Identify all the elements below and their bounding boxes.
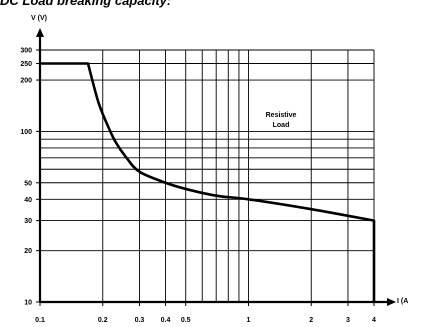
y-axis-label: V (V)	[31, 15, 47, 22]
x-axis-label: I (A	[397, 298, 408, 305]
annotation-line-1: Resistive	[266, 112, 297, 119]
series-line	[40, 62, 376, 302]
axes	[36, 28, 396, 306]
y-tick-label: 50	[24, 180, 32, 187]
x-tick-label: 0.2	[98, 317, 108, 324]
x-tick-label: 0.3	[135, 317, 145, 324]
y-tick-label: 10	[24, 300, 32, 307]
x-tick-label: 0.4	[161, 317, 171, 324]
y-tick-label: 20	[24, 248, 32, 255]
annotation-line-2: Load	[273, 122, 290, 129]
x-tick-label: 3	[346, 317, 350, 324]
y-axis-arrow	[36, 28, 44, 37]
y-tick-label: 100	[20, 129, 32, 136]
x-tick-label: 0.5	[181, 317, 191, 324]
y-tick-label: 200	[20, 78, 32, 85]
x-tick-label: 4	[372, 317, 376, 324]
x-tick-label: 2	[309, 317, 313, 324]
x-tick-label: 1	[247, 317, 251, 324]
tick-labels: 0.1 0.2 0.3 0.4 0.5 1 2 3 4 10 20 30 40 50 100 200 250 30…	[20, 48, 376, 325]
y-tick-label: 300	[20, 48, 32, 55]
chart-title: DC Load breaking capacity:	[0, 0, 172, 8]
y-tick-label: 40	[24, 197, 32, 204]
y-tick-label: 250	[20, 61, 32, 68]
y-tick-label: 30	[24, 218, 32, 225]
grid-lines	[40, 49, 375, 302]
x-tick-label: 0.1	[35, 317, 45, 324]
x-axis-arrow	[387, 298, 396, 306]
